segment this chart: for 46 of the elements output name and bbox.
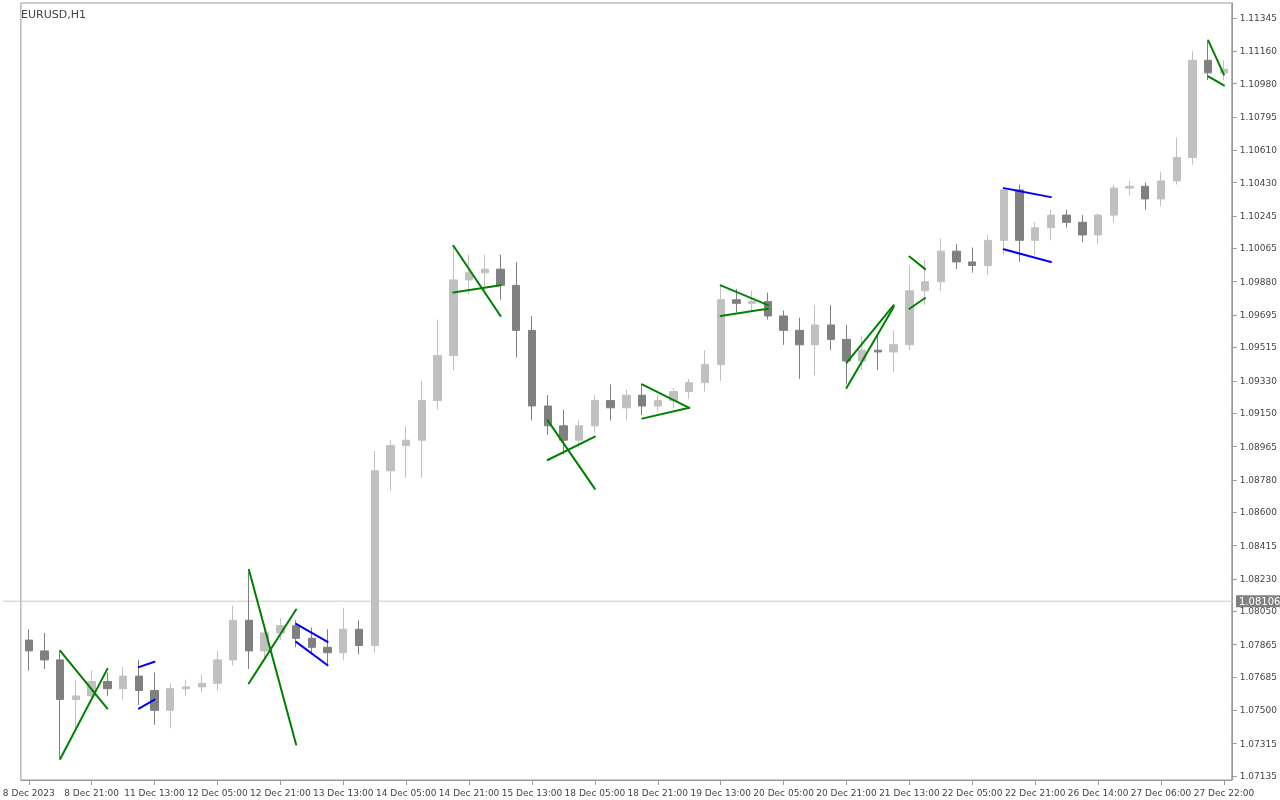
y-tick-label: 1.09695 (1239, 310, 1277, 321)
y-tick-label: 1.11345 (1239, 12, 1277, 23)
y-tick-label: 1.09150 (1239, 408, 1278, 419)
y-tick-label: 1.07315 (1239, 738, 1277, 749)
x-tick-label: 22 Dec 05:00 (942, 787, 1003, 798)
ref-line-label: 1.08106 (1239, 595, 1280, 607)
y-tick-label: 1.07500 (1239, 705, 1278, 716)
y-tick-label: 1.10065 (1239, 243, 1277, 254)
y-tick-label: 1.10980 (1239, 78, 1278, 89)
x-tick-label: 20 Dec 21:00 (816, 787, 878, 798)
y-tick-label: 1.08965 (1239, 441, 1277, 452)
x-tick-label: 8 Dec 21:00 (64, 787, 120, 798)
x-tick-label: 12 Dec 05:00 (187, 787, 248, 798)
x-tick-label: 15 Dec 13:00 (501, 787, 563, 798)
x-tick-label: 12 Dec 21:00 (250, 787, 311, 798)
y-tick-label: 1.07865 (1239, 639, 1277, 650)
y-tick-label: 1.09330 (1239, 375, 1278, 386)
y-tick-label: 1.07135 (1239, 771, 1277, 782)
y-tick-label: 1.08415 (1239, 540, 1277, 551)
y-tick-label: 1.09515 (1239, 342, 1277, 353)
x-tick-label: 22 Dec 21:00 (1004, 787, 1066, 798)
x-tick-label: 19 Dec 13:00 (690, 787, 752, 798)
x-tick-label: 8 Dec 2023 (2, 787, 55, 798)
y-tick-label: 1.08050 (1239, 606, 1278, 617)
x-tick-label: 18 Dec 05:00 (564, 787, 626, 798)
y-tick-label: 1.08230 (1239, 573, 1278, 584)
y-tick-label: 1.10795 (1239, 111, 1277, 122)
x-tick-label: 21 Dec 13:00 (879, 787, 940, 798)
text: EURUSD,H1 (21, 8, 86, 21)
x-tick-label: 27 Dec 22:00 (1193, 787, 1255, 798)
y-tick-label: 1.08600 (1239, 507, 1278, 518)
x-tick-label: 14 Dec 05:00 (375, 787, 437, 798)
x-tick-label: 20 Dec 05:00 (753, 787, 815, 798)
y-tick-label: 1.07685 (1239, 672, 1277, 682)
y-tick-label: 1.10610 (1239, 145, 1278, 156)
y-tick-label: 1.09880 (1239, 276, 1278, 287)
x-tick-label: 27 Dec 06:00 (1130, 787, 1192, 798)
x-tick-label: 26 Dec 14:00 (1067, 787, 1129, 798)
y-tick-label: 1.10245 (1239, 211, 1277, 222)
x-tick-label: 14 Dec 21:00 (438, 787, 500, 798)
x-tick-label: 11 Dec 13:00 (124, 787, 186, 798)
x-tick-label: 18 Dec 21:00 (627, 787, 689, 798)
y-tick-label: 1.10430 (1239, 177, 1278, 188)
x-tick-label: 13 Dec 13:00 (313, 787, 374, 798)
y-tick-label: 1.11160 (1239, 46, 1278, 57)
y-tick-label: 1.08780 (1239, 474, 1278, 485)
